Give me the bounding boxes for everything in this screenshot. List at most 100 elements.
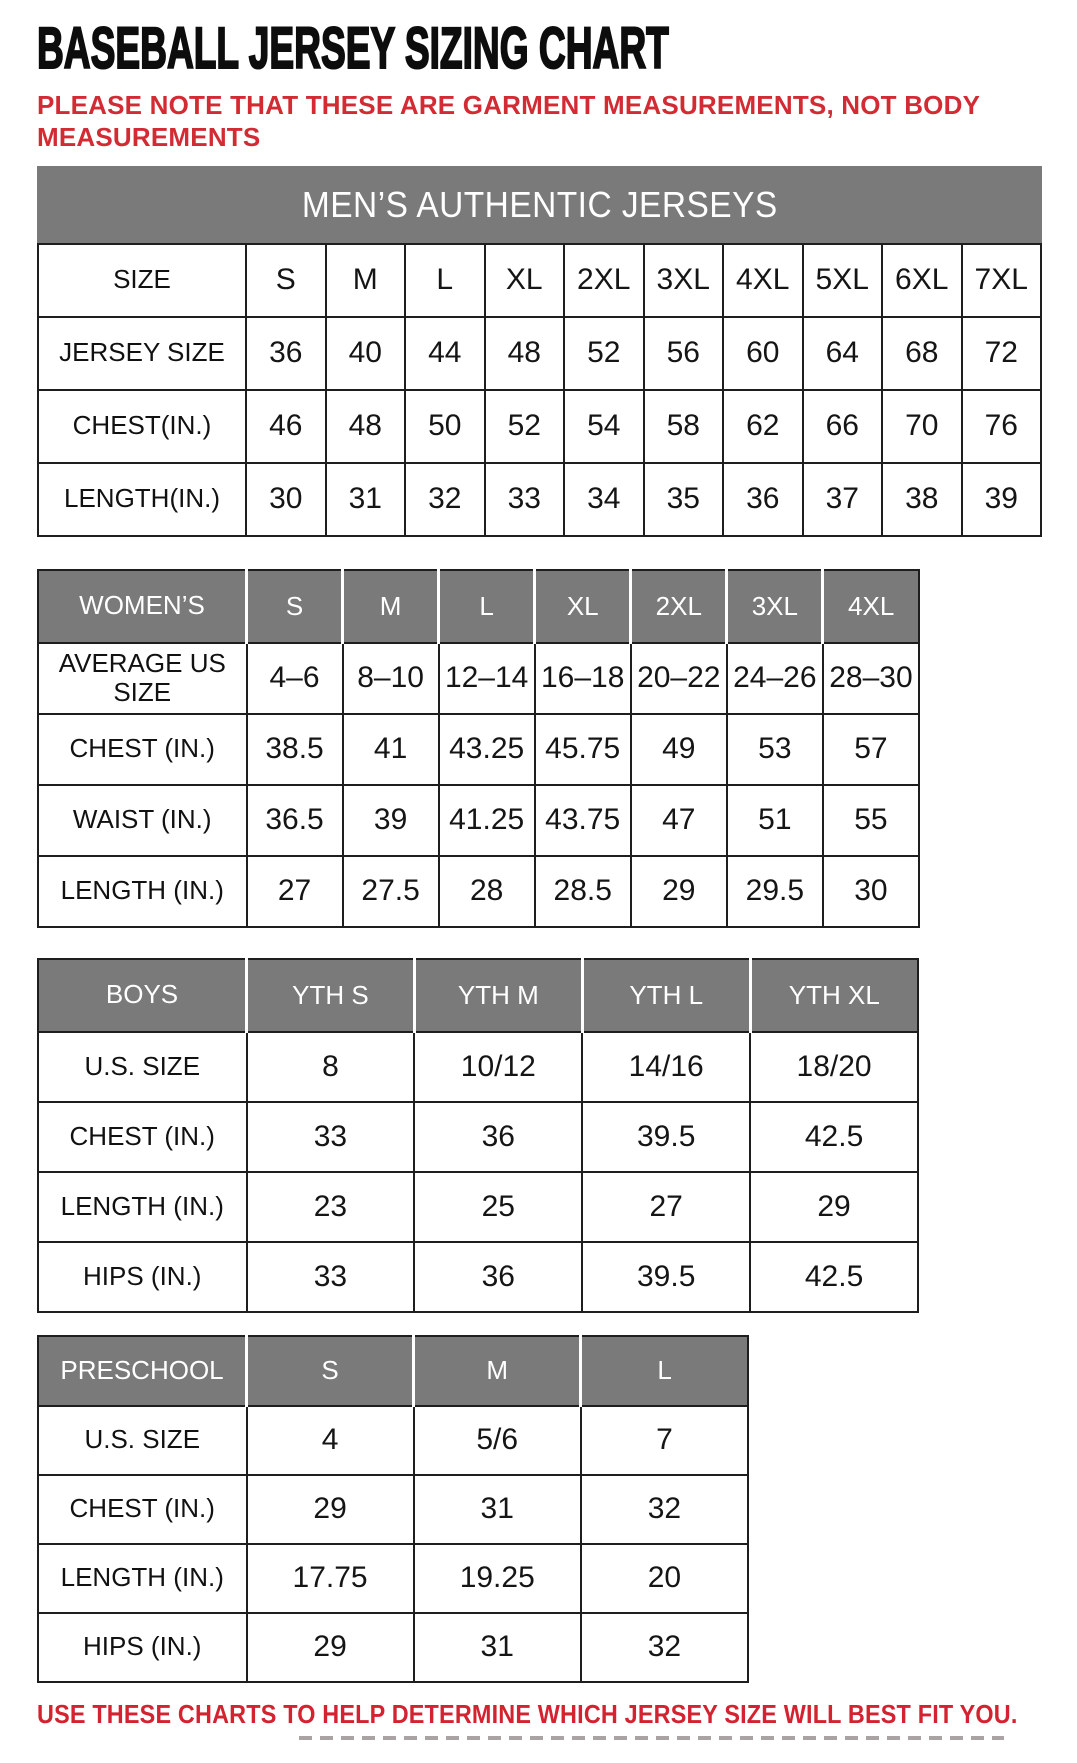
table-title-cell: BOYS — [37, 957, 248, 1033]
size-column-header: L — [579, 1334, 750, 1407]
size-value-cell: 30 — [821, 854, 921, 928]
table-row: LENGTH (IN.) 23 25 27 29 — [37, 1170, 919, 1243]
size-value-cell: 47 — [629, 783, 728, 857]
size-value-cell: 8 — [245, 1030, 416, 1103]
row-label: CHEST (IN.) — [37, 1100, 248, 1173]
table-row: HIPS (IN.) 33 36 39.5 42.5 — [37, 1240, 919, 1313]
size-value-cell: 27 — [245, 854, 344, 928]
size-value-cell: 4 — [245, 1404, 415, 1476]
size-value-cell: 25 — [413, 1170, 584, 1243]
row-label: JERSEY SIZE — [37, 315, 247, 391]
table-row: JERSEY SIZE 36 40 44 48 52 56 60 64 68 72 — [37, 315, 1042, 391]
size-value-cell: 24–26 — [725, 641, 824, 715]
size-value-cell: 16–18 — [533, 641, 632, 715]
size-value-cell: 43.75 — [533, 783, 632, 857]
table-row: CHEST (IN.) 33 36 39.5 42.5 — [37, 1100, 919, 1173]
size-value-cell: 36 — [413, 1240, 584, 1313]
size-column-header: YTH M — [412, 957, 584, 1033]
row-label: CHEST (IN.) — [37, 1473, 248, 1545]
size-column-header: M — [412, 1334, 582, 1407]
size-value-cell: 20 — [579, 1542, 750, 1614]
size-value-cell: 56 — [642, 315, 724, 391]
size-value-cell: 19.25 — [412, 1542, 582, 1614]
size-value-cell: 12–14 — [437, 641, 536, 715]
size-value-cell: 5XL — [801, 242, 883, 318]
womens-table-container: WOMEN’S S M L XL 2XL 3XL 4XL AVERAGE US SIZE 4–6 8… — [37, 568, 921, 928]
table-title-cell: WOMEN’S — [37, 568, 248, 644]
size-value-cell: 2XL — [563, 242, 645, 318]
row-label: HIPS (IN.) — [37, 1611, 248, 1683]
size-value-cell: 36 — [413, 1100, 584, 1173]
size-column-header: L — [437, 568, 536, 644]
table-row: HIPS (IN.) 29 31 32 — [37, 1611, 750, 1683]
size-value-cell: 54 — [563, 388, 645, 464]
size-value-cell: 33 — [245, 1100, 416, 1173]
size-value-cell: 28.5 — [533, 854, 632, 928]
size-value-cell: 4XL — [722, 242, 804, 318]
row-label: SIZE — [37, 242, 247, 318]
size-value-cell: 37 — [801, 461, 883, 537]
size-value-cell: 41.25 — [437, 783, 536, 857]
size-value-cell: 29.5 — [725, 854, 824, 928]
size-value-cell: 29 — [749, 1170, 919, 1243]
size-value-cell: 38 — [881, 461, 963, 537]
size-value-cell: 32 — [579, 1473, 750, 1545]
size-value-cell: 46 — [245, 388, 327, 464]
mens-sizing-table: SIZE S M L XL 2XL 3XL 4XL 5XL 6XL 7XL JERSEY SIZE 36… — [37, 242, 1042, 537]
size-value-cell: 32 — [579, 1611, 750, 1683]
size-value-cell: 20–22 — [629, 641, 728, 715]
womens-sizing-table: WOMEN’S S M L XL 2XL 3XL 4XL AVERAGE US SIZE 4–6 8… — [37, 568, 921, 928]
size-value-cell: 57 — [821, 712, 921, 786]
size-value-cell: 45.75 — [533, 712, 632, 786]
size-value-cell: 76 — [960, 388, 1042, 464]
size-value-cell: 72 — [960, 315, 1042, 391]
size-value-cell: S — [245, 242, 327, 318]
table-title-cell: PRESCHOOL — [37, 1334, 248, 1407]
table-row: CHEST (IN.) 29 31 32 — [37, 1473, 750, 1545]
page-title: BASEBALL JERSEY SIZING CHART — [36, 16, 669, 81]
table-header-row: WOMEN’S S M L XL 2XL 3XL 4XL — [37, 568, 921, 644]
table-row: AVERAGE US SIZE 4–6 8–10 12–14 16–18 20–22 24–… — [37, 641, 921, 715]
size-column-header: 2XL — [629, 568, 728, 644]
size-value-cell: 10/12 — [413, 1030, 584, 1103]
size-value-cell: M — [324, 242, 406, 318]
size-value-cell: 6XL — [881, 242, 963, 318]
size-value-cell: 18/20 — [749, 1030, 919, 1103]
size-column-header: M — [341, 568, 440, 644]
size-value-cell: 44 — [404, 315, 486, 391]
mens-banner: MEN’S AUTHENTIC JERSEYS — [37, 165, 1042, 243]
size-value-cell: 58 — [642, 388, 724, 464]
row-label: U.S. SIZE — [37, 1030, 248, 1103]
boys-table-container: BOYS YTH S YTH M YTH L YTH XL U.S. SIZE 8 10/12… — [37, 957, 919, 1313]
size-value-cell: 27 — [581, 1170, 752, 1243]
row-label: LENGTH (IN.) — [37, 1170, 248, 1243]
size-value-cell: 7 — [579, 1404, 750, 1476]
size-value-cell: 35 — [642, 461, 724, 537]
size-value-cell: 33 — [245, 1240, 416, 1313]
size-value-cell: 51 — [725, 783, 824, 857]
size-value-cell: 38.5 — [245, 712, 344, 786]
size-value-cell: 30 — [245, 461, 327, 537]
size-column-header: S — [244, 568, 344, 644]
size-value-cell: 64 — [801, 315, 883, 391]
size-value-cell: 48 — [324, 388, 406, 464]
size-value-cell: 39.5 — [581, 1240, 752, 1313]
sizing-chart-page: BASEBALL JERSEY SIZING CHART PLEASE NOTE… — [0, 16, 1077, 1740]
size-value-cell: 29 — [245, 1611, 415, 1683]
size-value-cell: 39 — [960, 461, 1042, 537]
size-column-header: YTH XL — [748, 957, 919, 1033]
preschool-section: PRESCHOOL S M L U.S. SIZE 4 5/6 7 CHEST (IN.) 29 3… — [37, 1334, 750, 1683]
size-value-cell: XL — [483, 242, 565, 318]
preschool-sizing-table: PRESCHOOL S M L U.S. SIZE 4 5/6 7 CHEST (IN.) 29 3… — [37, 1334, 750, 1683]
table-row: SIZE S M L XL 2XL 3XL 4XL 5XL 6XL 7XL — [37, 242, 1042, 318]
mens-table-container: SIZE S M L XL 2XL 3XL 4XL 5XL 6XL 7XL JERSEY SIZE 36… — [37, 242, 1042, 537]
size-value-cell: 5/6 — [412, 1404, 582, 1476]
row-label: LENGTH (IN.) — [37, 854, 248, 928]
size-value-cell: 28–30 — [821, 641, 921, 715]
row-label: CHEST(IN.) — [37, 388, 247, 464]
size-value-cell: 40 — [324, 315, 406, 391]
size-value-cell: 33 — [483, 461, 565, 537]
size-column-header: YTH L — [580, 957, 752, 1033]
size-value-cell: 32 — [404, 461, 486, 537]
mens-banner-text: MEN’S AUTHENTIC JERSEYS — [301, 183, 778, 225]
